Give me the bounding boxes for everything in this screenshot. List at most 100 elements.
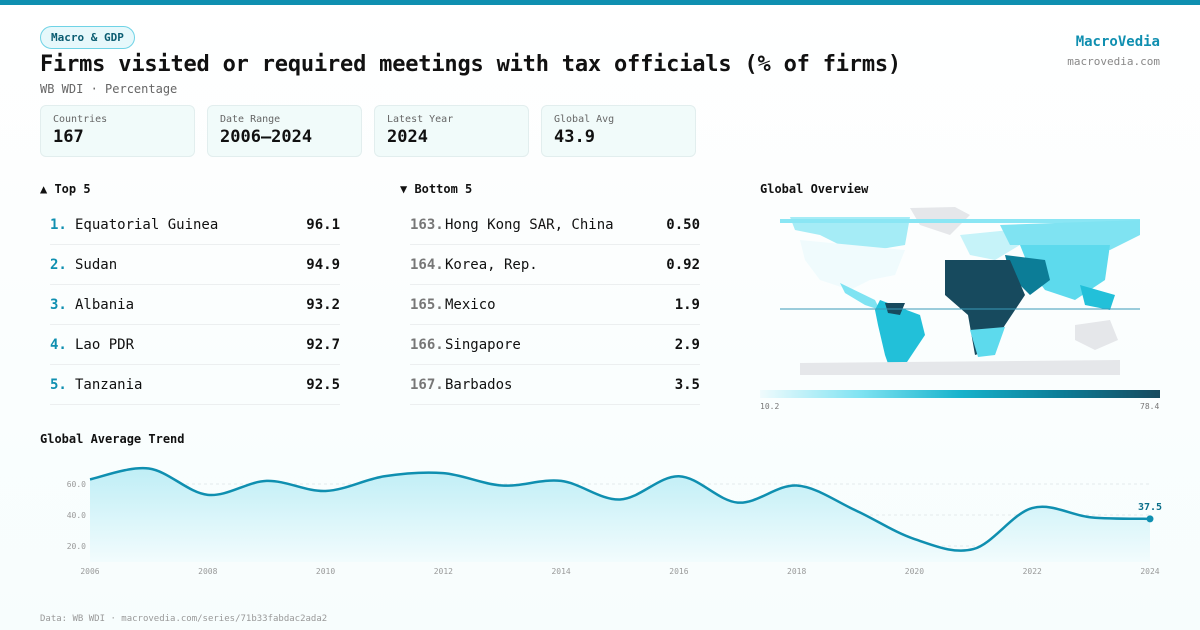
legend-max: 78.4 bbox=[1140, 402, 1160, 411]
map-arctic-strip bbox=[780, 219, 1140, 223]
brand-logo[interactable]: MacroVedia bbox=[1075, 34, 1160, 50]
stat-countries: Countries 167 bbox=[40, 105, 195, 157]
list-item[interactable]: 164. Korea, Rep. 0.92 bbox=[410, 245, 700, 285]
page-title: Firms visited or required meetings with … bbox=[40, 52, 901, 77]
country-name: Tanzania bbox=[75, 376, 143, 393]
stat-label: Latest Year bbox=[387, 114, 454, 125]
map-middle-east bbox=[1005, 255, 1050, 295]
last-value-label: 37.5 bbox=[1138, 502, 1162, 513]
list-item[interactable]: 167. Barbados 3.5 bbox=[410, 365, 700, 405]
value: 2.9 bbox=[674, 336, 700, 353]
rank: 1. bbox=[50, 216, 67, 233]
category-badge[interactable]: Macro & GDP bbox=[40, 26, 135, 49]
stat-date-range: Date Range 2006–2024 bbox=[207, 105, 362, 157]
list-item[interactable]: 4. Lao PDR 92.7 bbox=[50, 325, 340, 365]
stat-value: 43.9 bbox=[554, 127, 595, 147]
country-name: Hong Kong SAR, China bbox=[445, 216, 614, 233]
map-central-america bbox=[840, 283, 880, 310]
map-africa bbox=[945, 260, 1025, 355]
trend-area bbox=[90, 468, 1150, 562]
x-tick-label: 2018 bbox=[787, 567, 806, 576]
country-name: Equatorial Guinea bbox=[75, 216, 219, 233]
rank: 163. bbox=[410, 216, 444, 233]
country-name: Albania bbox=[75, 296, 135, 313]
map-europe bbox=[960, 230, 1020, 260]
bottom5-list: 163. Hong Kong SAR, China 0.50 164. Korea, R… bbox=[410, 205, 710, 405]
trend-heading: Global Average Trend bbox=[40, 432, 185, 446]
value: 92.5 bbox=[306, 376, 340, 393]
brand-url[interactable]: macrovedia.com bbox=[1067, 55, 1160, 68]
page-subtitle: WB WDI · Percentage bbox=[40, 82, 178, 96]
stat-value: 2024 bbox=[387, 127, 428, 147]
country-name: Barbados bbox=[445, 376, 513, 393]
stat-latest-year: Latest Year 2024 bbox=[374, 105, 529, 157]
y-tick-label: 60.0 bbox=[67, 480, 86, 489]
footer-source: Data: WB WDI · macrovedia.com/series/71b… bbox=[40, 614, 328, 624]
rank: 167. bbox=[410, 376, 444, 393]
trend-line bbox=[89, 466, 1151, 552]
map-asia bbox=[1020, 245, 1110, 300]
map-australia bbox=[1075, 320, 1118, 350]
stat-label: Countries bbox=[53, 114, 108, 125]
y-tick-label: 40.0 bbox=[67, 511, 86, 520]
value: 3.5 bbox=[674, 376, 700, 393]
x-tick-label: 2016 bbox=[669, 567, 688, 576]
value: 94.9 bbox=[306, 256, 340, 273]
list-item[interactable]: 165. Mexico 1.9 bbox=[410, 285, 700, 325]
stat-label: Date Range bbox=[220, 114, 281, 125]
country-name: Singapore bbox=[445, 336, 521, 353]
stat-global-avg: Global Avg 43.9 bbox=[541, 105, 696, 157]
x-tick-label: 2014 bbox=[551, 567, 570, 576]
stat-value: 167 bbox=[53, 127, 84, 147]
country-name: Lao PDR bbox=[75, 336, 135, 353]
legend-min: 10.2 bbox=[760, 402, 780, 411]
rank: 164. bbox=[410, 256, 444, 273]
map-antarctica bbox=[800, 360, 1120, 375]
stat-value: 2006–2024 bbox=[220, 127, 313, 147]
map-russia bbox=[1000, 220, 1140, 250]
data-point bbox=[1146, 515, 1154, 523]
world-map bbox=[780, 207, 1140, 375]
x-tick-label: 2022 bbox=[1023, 567, 1042, 576]
map-southern-africa bbox=[970, 327, 1005, 357]
country-name: Korea, Rep. bbox=[445, 256, 538, 273]
top-accent-bar bbox=[0, 0, 1200, 5]
list-item[interactable]: 163. Hong Kong SAR, China 0.50 bbox=[410, 205, 700, 245]
map-southeast-asia bbox=[1080, 285, 1115, 310]
list-item[interactable]: 166. Singapore 2.9 bbox=[410, 325, 700, 365]
map-usa bbox=[800, 240, 905, 290]
rank: 4. bbox=[50, 336, 67, 353]
rank: 3. bbox=[50, 296, 67, 313]
country-name: Mexico bbox=[445, 296, 496, 313]
value: 0.92 bbox=[666, 256, 700, 273]
top5-list: 1. Equatorial Guinea 96.1 2. Sudan 94.9 3. Alba… bbox=[50, 205, 350, 405]
x-tick-label: 2008 bbox=[198, 567, 217, 576]
value: 1.9 bbox=[674, 296, 700, 313]
value: 93.2 bbox=[306, 296, 340, 313]
list-item[interactable]: 2. Sudan 94.9 bbox=[50, 245, 340, 285]
x-tick-label: 2020 bbox=[905, 567, 924, 576]
list-item[interactable]: 1. Equatorial Guinea 96.1 bbox=[50, 205, 340, 245]
rank: 5. bbox=[50, 376, 67, 393]
stat-label: Global Avg bbox=[554, 114, 615, 125]
map-heading: Global Overview bbox=[760, 182, 869, 196]
bottom5-heading: ▼ Bottom 5 bbox=[400, 182, 473, 196]
value: 92.7 bbox=[306, 336, 340, 353]
rank: 166. bbox=[410, 336, 444, 353]
rank: 165. bbox=[410, 296, 444, 313]
top5-heading: ▲ Top 5 bbox=[40, 182, 91, 196]
y-tick-label: 20.0 bbox=[67, 542, 86, 551]
country-name: Sudan bbox=[75, 256, 118, 273]
list-item[interactable]: 5. Tanzania 92.5 bbox=[50, 365, 340, 405]
list-item[interactable]: 3. Albania 93.2 bbox=[50, 285, 340, 325]
value: 0.50 bbox=[666, 216, 700, 233]
x-tick-label: 2024 bbox=[1140, 567, 1159, 576]
x-tick-label: 2010 bbox=[316, 567, 335, 576]
map-south-america bbox=[875, 300, 925, 375]
map-color-legend bbox=[760, 390, 1160, 398]
map-canada bbox=[790, 217, 910, 250]
trend-chart: 20.0 40.0 60.0 2006 2008 2010 2012 2014 2016 2018… bbox=[67, 466, 1162, 576]
rank: 2. bbox=[50, 256, 67, 273]
value: 96.1 bbox=[306, 216, 340, 233]
x-tick-label: 2012 bbox=[434, 567, 453, 576]
